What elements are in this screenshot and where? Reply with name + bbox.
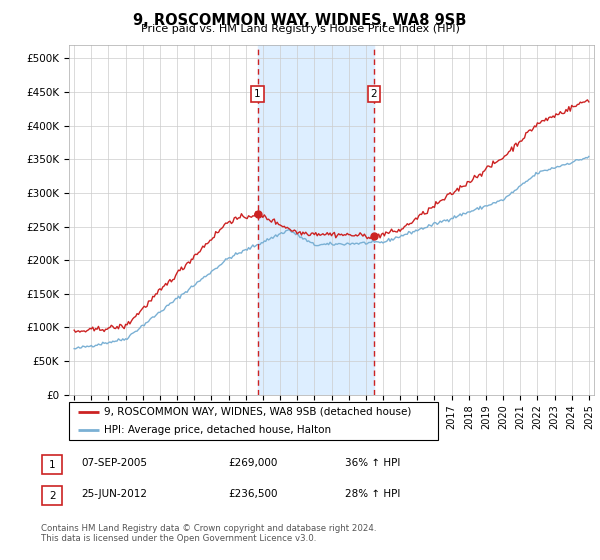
Text: 28% ↑ HPI: 28% ↑ HPI	[345, 489, 400, 499]
Text: Price paid vs. HM Land Registry's House Price Index (HPI): Price paid vs. HM Land Registry's House …	[140, 24, 460, 34]
Text: 9, ROSCOMMON WAY, WIDNES, WA8 9SB (detached house): 9, ROSCOMMON WAY, WIDNES, WA8 9SB (detac…	[104, 407, 412, 417]
Text: 36% ↑ HPI: 36% ↑ HPI	[345, 458, 400, 468]
FancyBboxPatch shape	[69, 402, 438, 440]
Text: £236,500: £236,500	[228, 489, 277, 499]
Text: 25-JUN-2012: 25-JUN-2012	[81, 489, 147, 499]
Bar	[257, 45, 374, 395]
Text: 2: 2	[371, 89, 377, 99]
Text: 1: 1	[49, 460, 56, 470]
FancyBboxPatch shape	[42, 455, 62, 474]
Text: HPI: Average price, detached house, Halton: HPI: Average price, detached house, Halt…	[104, 425, 331, 435]
Text: 9, ROSCOMMON WAY, WIDNES, WA8 9SB: 9, ROSCOMMON WAY, WIDNES, WA8 9SB	[133, 13, 467, 28]
Text: 1: 1	[254, 89, 261, 99]
FancyBboxPatch shape	[42, 486, 62, 505]
Text: £269,000: £269,000	[228, 458, 277, 468]
Text: Contains HM Land Registry data © Crown copyright and database right 2024.
This d: Contains HM Land Registry data © Crown c…	[41, 524, 376, 543]
Text: 2: 2	[49, 491, 56, 501]
Text: 07-SEP-2005: 07-SEP-2005	[81, 458, 147, 468]
